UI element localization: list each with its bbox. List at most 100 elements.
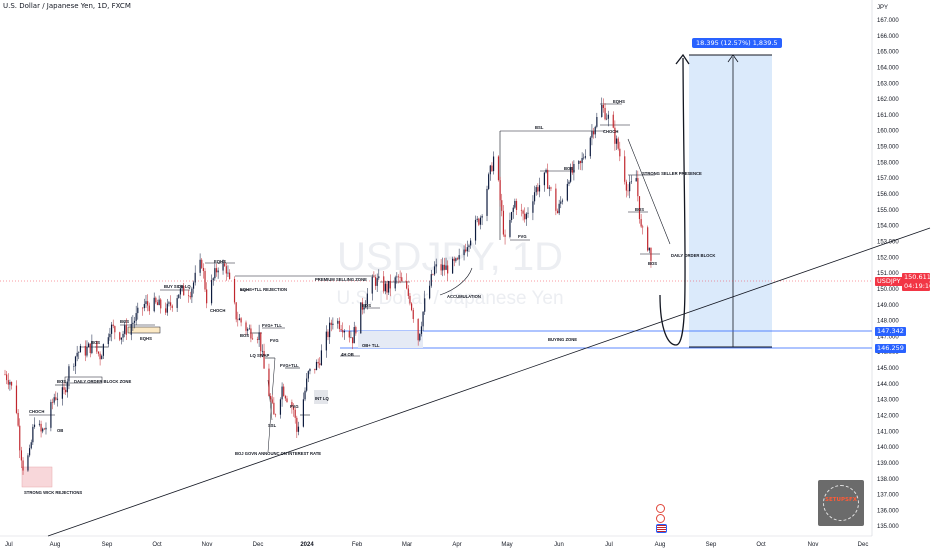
candle-body xyxy=(222,263,224,271)
candle-body xyxy=(297,426,300,432)
price-tick: 158.000 xyxy=(877,160,899,166)
candle-body xyxy=(91,341,93,354)
flag-icon[interactable] xyxy=(656,524,667,533)
candle-body xyxy=(538,185,541,192)
int-lq-box xyxy=(314,390,328,404)
candle-body xyxy=(463,249,465,256)
candle-body xyxy=(351,337,354,344)
label-int-lq: INT LQ xyxy=(315,396,329,401)
event-icon-2[interactable] xyxy=(656,514,665,523)
label-strong-wick: STRONG WICK REJECTIONS xyxy=(24,490,82,495)
candle-body xyxy=(635,178,637,182)
candle-body xyxy=(122,333,124,338)
candle-body xyxy=(214,268,216,279)
price-tick: 166.000 xyxy=(877,34,899,40)
boj-pointer xyxy=(267,357,276,453)
candle-body xyxy=(491,165,493,172)
measure-label[interactable]: 18.395 (12.57%) 1,839.5 xyxy=(692,38,782,48)
candle-body xyxy=(55,397,57,400)
candle-body xyxy=(107,337,109,345)
candle-body xyxy=(319,363,321,366)
candle-body xyxy=(9,381,11,385)
candle-body xyxy=(474,219,477,241)
price-tick: 162.000 xyxy=(877,97,899,103)
label-eqhs-3: EQHS xyxy=(613,99,625,104)
candle-body xyxy=(401,277,403,282)
label-bos-4: BOS xyxy=(240,333,249,338)
candle-body xyxy=(571,167,573,173)
candle-body xyxy=(383,276,385,292)
price-tick: 138.000 xyxy=(877,477,899,483)
label-buy-side-lq: BUY SIDE LQ xyxy=(164,284,191,289)
candles[interactable] xyxy=(4,97,652,475)
logo-text: SETUPSFX xyxy=(825,497,857,503)
candle-body xyxy=(194,272,196,283)
candle-body xyxy=(279,399,282,415)
candle-body xyxy=(281,386,283,400)
wick-rejection-zone xyxy=(21,466,53,488)
candle-body xyxy=(309,368,311,372)
trend-line[interactable] xyxy=(47,227,931,537)
candle-body xyxy=(166,303,168,313)
candle-body xyxy=(269,396,272,400)
candle-body xyxy=(486,188,488,216)
candle-body xyxy=(442,264,444,271)
candle-body xyxy=(40,423,42,432)
candle-body xyxy=(479,217,482,225)
candle-body xyxy=(612,114,614,128)
time-tick: Dec xyxy=(858,542,869,548)
ob-zone-box xyxy=(127,326,161,334)
candle-body xyxy=(455,258,457,261)
candle-body xyxy=(6,374,8,381)
logo-ring-icon xyxy=(823,485,859,521)
event-icon-1[interactable] xyxy=(656,504,665,513)
candle-body xyxy=(327,331,329,338)
candle-body xyxy=(201,259,203,268)
candle-body xyxy=(32,426,34,443)
price-tick: 148.000 xyxy=(877,319,899,325)
candle-body xyxy=(4,374,6,375)
candle-body xyxy=(466,247,468,252)
candle-body xyxy=(307,371,309,379)
candle-body xyxy=(625,181,627,191)
label-bos-8: BOS xyxy=(648,261,657,266)
candle-body xyxy=(429,285,431,299)
candle-body xyxy=(583,157,585,159)
measure-range-box[interactable] xyxy=(689,55,772,347)
candle-body xyxy=(630,181,632,183)
time-tick: Jun xyxy=(554,542,564,548)
candle-body xyxy=(615,138,618,144)
candle-body xyxy=(133,320,136,323)
label-daily-ob: DAILY ORDER BLOCK xyxy=(671,253,715,258)
candle-body xyxy=(363,307,365,310)
candle-body xyxy=(168,302,170,304)
candle-body xyxy=(432,274,434,275)
candle-body xyxy=(125,325,127,335)
candle-body xyxy=(148,305,150,312)
candle-body xyxy=(227,272,229,274)
candle-body xyxy=(56,398,59,400)
candle-body xyxy=(245,322,247,331)
level-upper-label: 147.342 xyxy=(875,327,906,336)
time-tick: Oct xyxy=(756,542,766,548)
candle-body xyxy=(169,302,172,306)
candle-body xyxy=(545,169,547,173)
candle-body xyxy=(522,210,524,214)
price-tick: 145.000 xyxy=(877,366,899,372)
price-tick: 163.000 xyxy=(877,81,899,87)
candle-body xyxy=(650,247,652,261)
price-tick: 161.000 xyxy=(877,113,899,119)
candle-body xyxy=(561,200,564,202)
candle-body xyxy=(604,107,606,120)
time-tick: Nov xyxy=(808,542,819,548)
candle-body xyxy=(124,325,126,334)
candle-body xyxy=(420,326,423,334)
candle-body xyxy=(332,323,334,325)
candle-body xyxy=(304,390,306,400)
candle-body xyxy=(314,368,316,371)
price-tick: 139.000 xyxy=(877,461,899,467)
candle-body xyxy=(376,278,378,286)
price-axis[interactable]: 167.000 166.000 165.000 164.000 163.000 162.0… xyxy=(877,18,899,530)
time-axis[interactable]: Jul Aug Sep Oct Nov Dec 2024 Feb Mar Apr May Jun Jul… xyxy=(5,542,868,548)
